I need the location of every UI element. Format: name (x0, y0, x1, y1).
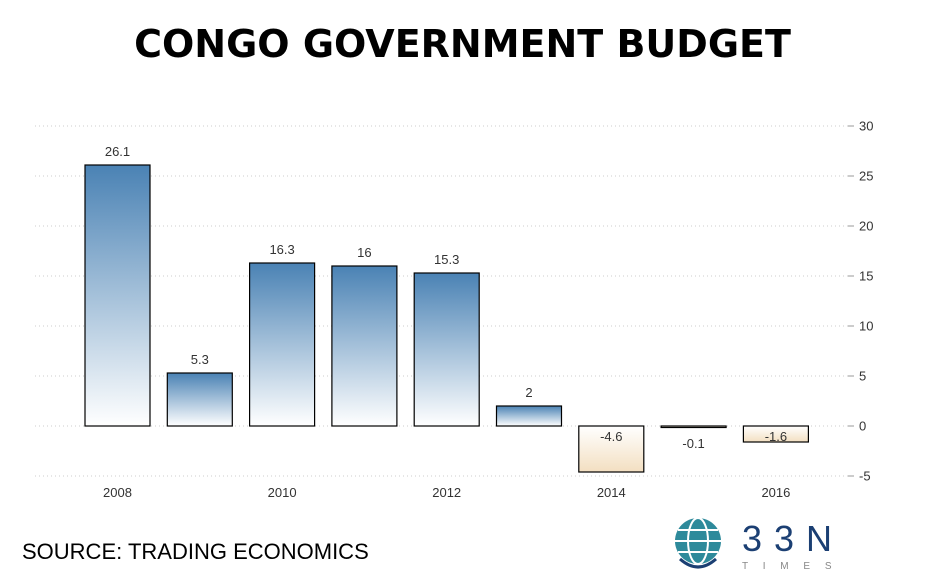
y-tick-label: 10 (859, 319, 873, 334)
globe-icon (675, 517, 721, 569)
x-tick-label: 2014 (597, 485, 626, 500)
bar-2008 (84, 164, 151, 427)
data-label: -1.6 (765, 429, 787, 444)
bar-2009 (166, 372, 233, 427)
y-tick-label: -5 (859, 469, 871, 484)
bar-2013 (495, 405, 563, 427)
logo-mark: 33N (742, 518, 844, 559)
y-tick-label: 25 (859, 169, 873, 184)
x-tick-label: 2016 (761, 485, 790, 500)
bar-2011 (331, 265, 398, 427)
bar-2014 (578, 425, 645, 473)
bar-2010 (249, 262, 316, 427)
y-tick-label: 20 (859, 219, 873, 234)
logo-subtext: T I M E S (742, 561, 838, 572)
source-caption: SOURCE: TRADING ECONOMICS (22, 539, 369, 564)
bar-2015 (660, 425, 727, 429)
y-tick-label: 0 (859, 419, 866, 434)
data-label: 26.1 (105, 144, 130, 159)
data-label: 15.3 (434, 252, 459, 267)
y-tick-label: 5 (859, 369, 866, 384)
bbn-times-logo: 33N T I M E S (675, 517, 844, 572)
y-axis: 30 25 20 15 10 5 0 -5 (848, 119, 873, 484)
data-label: -4.6 (600, 429, 622, 444)
bar-2012 (413, 272, 480, 427)
data-label: 16.3 (269, 242, 294, 257)
y-tick-label: 15 (859, 269, 873, 284)
x-tick-label: 2008 (103, 485, 132, 500)
data-label: 16 (357, 245, 371, 260)
data-label: 5.3 (191, 352, 209, 367)
y-tick-label: 30 (859, 119, 873, 134)
x-axis: 2008 2010 2012 2014 2016 (103, 485, 790, 500)
x-tick-label: 2012 (432, 485, 461, 500)
bars (84, 164, 810, 473)
chart-title: CONGO GOVERNMENT BUDGET (134, 22, 791, 66)
data-label: -0.1 (682, 436, 704, 451)
data-label: 2 (525, 385, 532, 400)
x-tick-label: 2010 (268, 485, 297, 500)
data-labels: 26.1 5.3 16.3 16 15.3 2 -4.6 -0.1 -1.6 (105, 144, 787, 451)
bar-2016 (742, 425, 810, 443)
